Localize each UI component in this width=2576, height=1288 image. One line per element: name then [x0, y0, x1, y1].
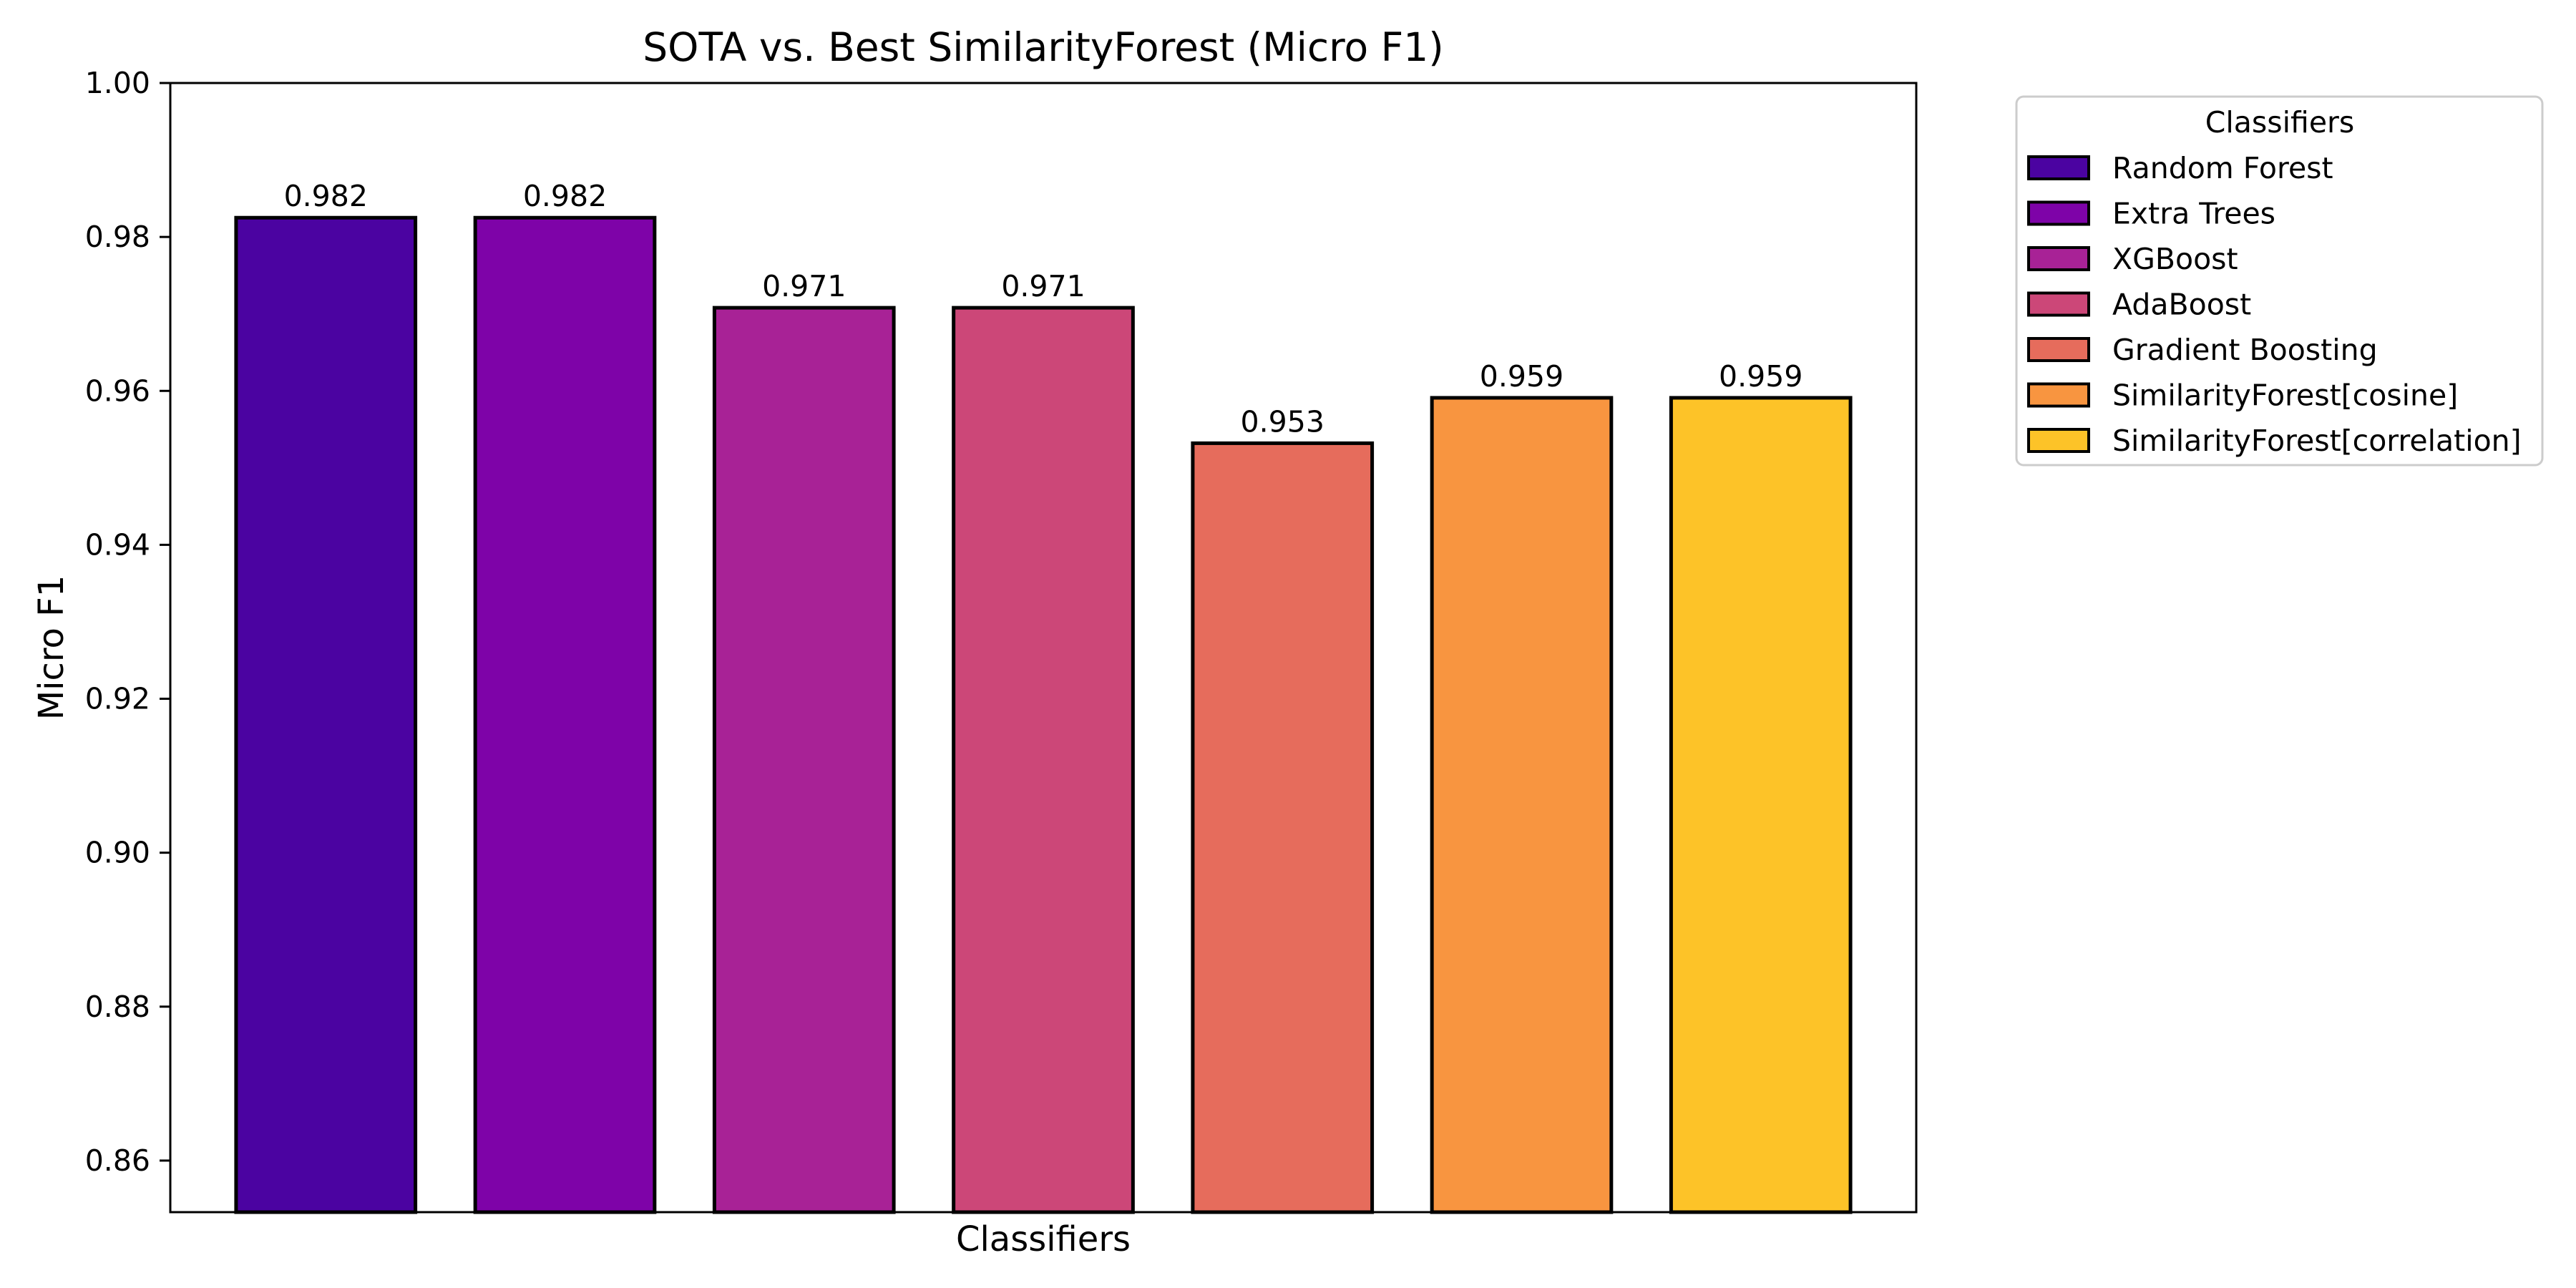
- legend-swatch: [2027, 428, 2090, 453]
- bar: [473, 215, 657, 1214]
- legend-swatch: [2027, 337, 2090, 362]
- bar: [234, 215, 418, 1214]
- legend-swatch: [2027, 291, 2090, 317]
- legend-items: Random Forest Extra Trees XGBoost AdaBoost G…: [2027, 151, 2522, 458]
- bar-value-label: 0.953: [1241, 404, 1324, 439]
- legend-swatch: [2027, 200, 2090, 226]
- bar: [712, 306, 896, 1214]
- legend-label: SimilarityForest[cosine]: [2112, 379, 2458, 413]
- legend: Classifiers Random Forest Extra Trees XGBo…: [2015, 95, 2544, 467]
- bar: [952, 306, 1135, 1214]
- legend-label: XGBoost: [2112, 242, 2238, 276]
- y-tick-label: 1.00: [85, 66, 150, 100]
- y-tick-label: 0.92: [85, 682, 150, 716]
- legend-label: Extra Trees: [2112, 197, 2275, 231]
- legend-swatch: [2027, 155, 2090, 180]
- bar-value-label: 0.959: [1480, 359, 1563, 394]
- legend-label: AdaBoost: [2112, 288, 2251, 322]
- bar-value-labels: 0.982 0.982 0.971 0.971 0.953 0.959 0.959: [284, 179, 1803, 439]
- legend-swatch: [2027, 382, 2090, 408]
- legend-label: Gradient Boosting: [2112, 333, 2378, 367]
- y-axis-label: Micro F1: [31, 575, 72, 721]
- legend-swatch: [2027, 246, 2090, 271]
- legend-frame: [2015, 95, 2544, 467]
- y-axis-ticks: 0.86 0.88 0.90 0.92 0.94 0.96 0.98 1.00: [85, 66, 170, 1178]
- chart-title: SOTA vs. Best SimilarityForest (Micro F1…: [643, 24, 1443, 70]
- y-tick-label: 0.86: [85, 1143, 150, 1178]
- bar-value-label: 0.982: [523, 179, 607, 213]
- x-axis-label: Classifiers: [956, 1219, 1131, 1259]
- bar-value-label: 0.982: [284, 179, 368, 213]
- y-tick-label: 0.96: [85, 374, 150, 408]
- bar: [1430, 396, 1614, 1214]
- bar-value-label: 0.971: [1001, 269, 1085, 303]
- bar-value-label: 0.971: [762, 269, 846, 303]
- plot-area-frame: [169, 82, 1918, 1214]
- y-tick-label: 0.90: [85, 836, 150, 870]
- bar: [1191, 441, 1375, 1214]
- y-tick-label: 0.98: [85, 220, 150, 254]
- bar-value-label: 0.959: [1719, 359, 1802, 394]
- legend-title: Classifiers: [2205, 105, 2355, 140]
- y-tick-label: 0.94: [85, 527, 150, 562]
- bars: [234, 215, 1853, 1214]
- legend-label: SimilarityForest[correlation]: [2112, 424, 2522, 458]
- bar: [1669, 396, 1853, 1214]
- legend-label: Random Forest: [2112, 151, 2333, 185]
- y-tick-label: 0.88: [85, 990, 150, 1024]
